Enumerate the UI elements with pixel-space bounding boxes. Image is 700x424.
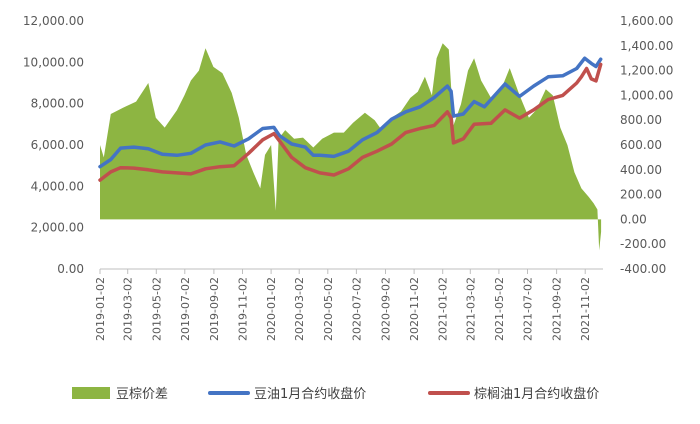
x-tick-label: 2021-11-02 — [579, 277, 592, 341]
y-right-tick-label: 1,000.00 — [620, 88, 673, 102]
x-tick-label: 2019-01-02 — [94, 277, 107, 341]
line-layer — [98, 56, 603, 182]
y-left-tick-label: 10,000.00 — [23, 55, 84, 69]
y-right-tick-label: 1,400.00 — [620, 39, 673, 53]
area-layer — [100, 43, 602, 251]
x-tick-label: 2021-09-02 — [551, 277, 564, 341]
axis-layer: 0.00 2,000.00 4,000.00 6,000.00 8,000.00 10,0… — [23, 14, 674, 341]
legend-label: 豆棕价差 — [116, 387, 168, 402]
x-tick-label: 2020-05-02 — [322, 277, 335, 341]
x-tick-label: 2020-09-02 — [380, 277, 393, 341]
x-tick-label: 2020-07-02 — [350, 277, 363, 341]
legend: 豆棕价差 豆油1月合约收盘价 棕榈油1月合约收盘价 — [72, 386, 599, 402]
y-right-tick-label: 1,600.00 — [620, 14, 673, 28]
y-right-tick-label: 1,200.00 — [620, 64, 673, 78]
y-left-tick-label: 8,000.00 — [31, 97, 84, 111]
y-left-tick-label: 0.00 — [57, 262, 84, 276]
x-tick-label: 2020-03-02 — [293, 277, 306, 341]
series-line-1 — [98, 56, 603, 169]
y-right-tick-label: 0.00 — [620, 212, 647, 226]
y-right-tick-label: 200.00 — [620, 188, 662, 202]
y-right-tick-label: -200.00 — [620, 237, 666, 251]
x-tick-label: 2020-11-02 — [408, 277, 421, 341]
legend-swatch-spread — [72, 387, 110, 399]
legend-label: 豆油1月合约收盘价 — [254, 386, 366, 402]
y-right-tick-label: 600.00 — [620, 138, 662, 152]
legend-label: 棕榈油1月合约收盘价 — [474, 386, 599, 402]
y-left-tick-label: 12,000.00 — [23, 14, 84, 28]
x-tick-label: 2021-03-02 — [464, 277, 477, 341]
x-tick-label: 2021-05-02 — [493, 277, 506, 341]
series-area-spread — [100, 43, 602, 251]
x-tick-label: 2019-03-02 — [122, 277, 135, 341]
x-tick-label: 2019-05-02 — [150, 277, 163, 341]
y-left-tick-label: 6,000.00 — [31, 138, 84, 152]
y-right-tick-label: -400.00 — [620, 262, 666, 276]
x-tick-label: 2021-07-02 — [522, 277, 535, 341]
series-line-2 — [98, 62, 603, 182]
y-left-tick-label: 2,000.00 — [31, 221, 84, 235]
y-right-tick-label: 400.00 — [620, 163, 662, 177]
x-tick-label: 2021-01-02 — [437, 277, 450, 341]
y-left-tick-label: 4,000.00 — [31, 179, 84, 193]
x-tick-label: 2019-09-02 — [208, 277, 221, 341]
x-tick-label: 2019-07-02 — [179, 277, 192, 341]
x-tick-label: 2020-01-02 — [265, 277, 278, 341]
y-right-tick-label: 800.00 — [620, 113, 662, 127]
x-tick-label: 2019-11-02 — [237, 277, 250, 341]
